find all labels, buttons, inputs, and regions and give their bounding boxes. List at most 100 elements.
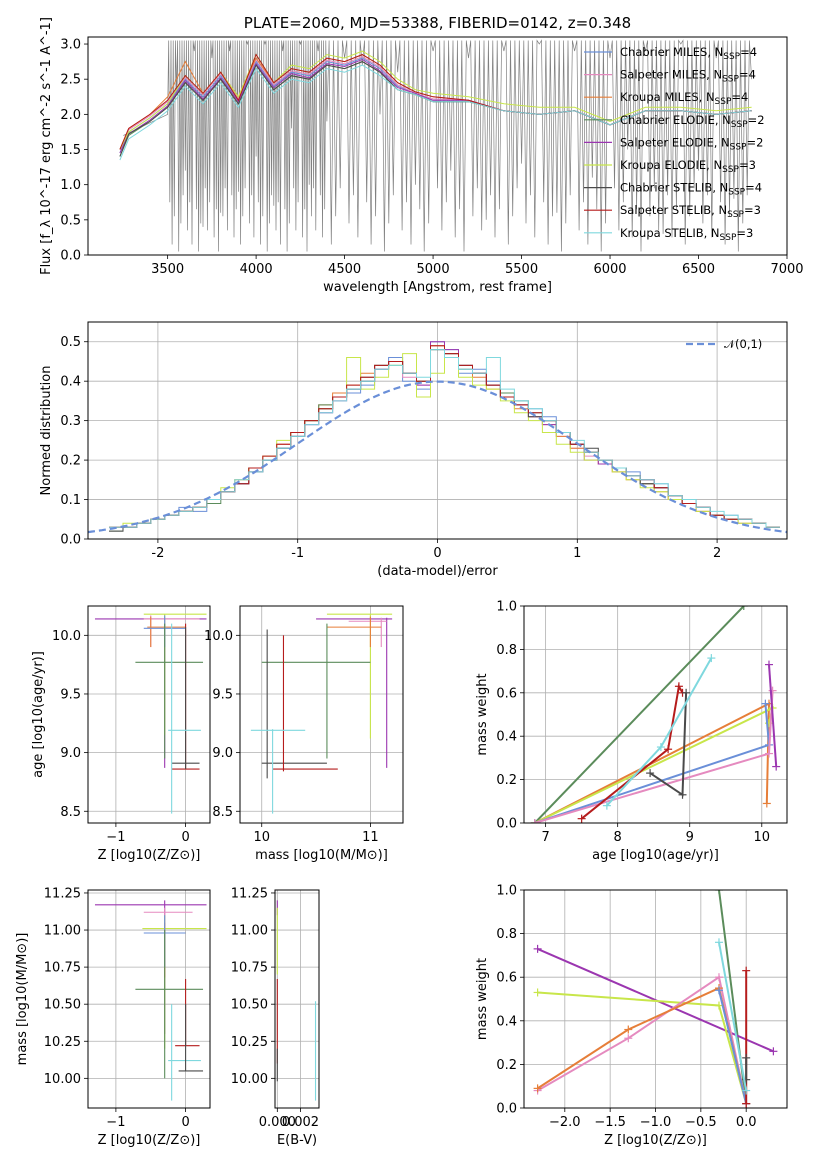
y-tick-label: 0.0 — [60, 533, 81, 548]
ebv-mass-marks — [276, 900, 317, 1101]
legend-entry: Salpeter ELODIE, NSSP=2 — [620, 135, 763, 152]
x-tick-label: 5500 — [505, 262, 538, 277]
y-axis-label: Flux [f_λ 10^-17 erg cm^-2 s^-1 A^-1] — [39, 17, 54, 275]
x-tick-label: 0.000 — [259, 1115, 296, 1130]
y-axis-label: Normed distribution — [39, 366, 54, 496]
residuals-axes — [84, 322, 787, 543]
observed-spectrum-line — [123, 39, 752, 252]
x-tick-label: -2 — [151, 546, 164, 561]
y-tick-label: 0.5 — [60, 213, 81, 228]
legend-entry: Kroupa ELODIE, NSSP=3 — [620, 158, 756, 175]
x-axis-label: (data-model)/error — [377, 564, 498, 579]
weight-line — [537, 991, 748, 1104]
y-tick-label: 11.25 — [44, 886, 81, 901]
y-tick-label: 0.3 — [60, 414, 81, 429]
x-axis-label: Z [log10(Z/Z⊙)] — [604, 1133, 707, 1148]
age-weight-frame — [523, 605, 788, 824]
y-tick-label: 0.0 — [496, 1102, 517, 1117]
x-tick-label: 11 — [362, 830, 379, 845]
x-tick-label: 8 — [614, 830, 622, 845]
legend-entry: Salpeter MILES, NSSP=4 — [620, 68, 756, 85]
x-tick-label: 7000 — [770, 262, 803, 277]
legend-entry: Chabrier ELODIE, NSSP=2 — [620, 113, 765, 130]
x-tick-label: −1 — [106, 1115, 125, 1130]
y-tick-label: 9.0 — [212, 746, 233, 761]
legend-entry: Salpeter STELIB, NSSP=3 — [620, 203, 761, 220]
weight-line — [580, 683, 684, 820]
weight-line — [534, 690, 774, 823]
x-tick-label: 0 — [433, 546, 441, 561]
z-age-marks — [94, 613, 207, 814]
mass-age-frame — [239, 605, 404, 824]
weight-line — [534, 606, 745, 823]
y-tick-label: 0.2 — [60, 454, 81, 469]
residual-histogram-step — [109, 349, 780, 528]
x-tick-label: −1 — [106, 830, 125, 845]
x-tick-label: 0.002 — [282, 1115, 319, 1130]
mass-age-axes — [236, 606, 403, 827]
y-axis-label: age [log10(age/yr)] — [31, 651, 46, 778]
y-tick-label: 11.00 — [231, 924, 268, 939]
x-tick-label: 0.0 — [736, 1115, 757, 1130]
legend-entry: Kroupa MILES, NSSP=4 — [620, 90, 748, 107]
y-tick-label: 10.50 — [44, 998, 81, 1013]
residual-histogram-step — [109, 353, 780, 528]
y-axis-label: mass weight — [475, 673, 490, 755]
y-tick-label: 10.25 — [231, 1035, 268, 1050]
y-tick-label: 10.0 — [52, 629, 81, 644]
y-tick-label: 9.0 — [60, 746, 81, 761]
x-tick-label: −1.5 — [594, 1115, 626, 1130]
ebv-mass-axes — [271, 890, 319, 1112]
y-tick-label: 0.4 — [496, 1014, 517, 1029]
spectrum-marks — [119, 39, 752, 252]
spectrum-axes — [84, 43, 788, 259]
z-weight-marks — [533, 890, 778, 1108]
x-tick-label: −1.0 — [640, 1115, 672, 1130]
y-tick-label: 3.0 — [60, 38, 81, 53]
y-tick-label: 8.5 — [212, 805, 233, 820]
x-tick-label: 6500 — [682, 262, 715, 277]
x-axis-label: mass [log10(M/M⊙)] — [255, 848, 388, 863]
x-tick-label: 0 — [181, 830, 189, 845]
y-tick-label: 0.4 — [496, 730, 517, 745]
y-tick-label: 10.00 — [231, 1072, 268, 1087]
y-tick-label: 9.5 — [212, 687, 233, 702]
x-tick-label: 7 — [541, 830, 549, 845]
y-tick-label: 0.8 — [496, 643, 517, 658]
y-tick-label: 10.00 — [44, 1072, 81, 1087]
x-tick-label: 1 — [573, 546, 581, 561]
z-mass-marks — [94, 900, 207, 1101]
z-weight-frame — [523, 889, 788, 1109]
mass-age-marks — [250, 613, 393, 814]
y-tick-label: 11.00 — [44, 924, 81, 939]
x-tick-label: 2 — [713, 546, 721, 561]
y-tick-label: 0.4 — [60, 375, 81, 390]
z-age-axes — [84, 606, 210, 827]
legend-entry: Chabrier MILES, NSSP=4 — [620, 45, 757, 62]
chart-title: PLATE=2060, MJD=53388, FIBERID=0142, z=0… — [244, 14, 631, 32]
residuals-frame — [87, 321, 788, 540]
y-tick-label: 2.5 — [60, 73, 81, 88]
y-tick-label: 0.2 — [496, 773, 517, 788]
x-tick-label: 6000 — [593, 262, 626, 277]
x-tick-label: 3500 — [151, 262, 184, 277]
y-axis-label: mass [log10(M/M⊙)] — [15, 933, 30, 1066]
z-mass-axes — [84, 890, 210, 1112]
model-spectrum-line — [119, 64, 752, 161]
y-tick-label: 10.50 — [231, 998, 268, 1013]
x-tick-label: 10 — [253, 830, 270, 845]
x-tick-label: 9 — [686, 830, 694, 845]
weight-line — [534, 706, 775, 823]
legend-entry: Kroupa STELIB, NSSP=3 — [620, 226, 753, 243]
x-axis-label: age [log10(age/yr)] — [592, 848, 719, 863]
age-weight-axes — [520, 605, 787, 827]
residual-histogram-step — [109, 349, 780, 532]
age-weight-marks — [530, 606, 781, 823]
y-tick-label: 0.0 — [60, 249, 81, 264]
residuals-marks — [88, 341, 787, 534]
z-age-frame — [87, 605, 211, 824]
z-mass-frame — [87, 889, 211, 1109]
x-tick-label: 4000 — [240, 262, 273, 277]
x-tick-label: 4500 — [328, 262, 361, 277]
